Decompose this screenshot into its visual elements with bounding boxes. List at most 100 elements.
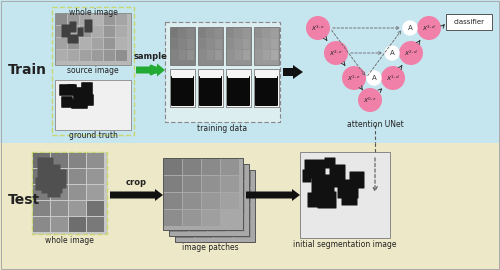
FancyBboxPatch shape [342, 193, 357, 205]
Bar [183, 176, 201, 192]
Bar [202, 210, 220, 226]
Bar [169, 164, 249, 236]
Text: image patches: image patches [182, 243, 238, 252]
Bar [187, 28, 194, 38]
Circle shape [306, 16, 330, 40]
Circle shape [324, 41, 348, 65]
Bar [179, 28, 186, 38]
Text: $X^{1,d}$: $X^{1,d}$ [386, 73, 400, 83]
Bar [214, 188, 232, 204]
Bar [164, 159, 182, 175]
Bar [183, 159, 201, 175]
Bar [199, 28, 206, 38]
Bar [165, 22, 280, 122]
Bar [56, 38, 67, 49]
Text: $X^{2,d}$: $X^{2,d}$ [404, 48, 418, 58]
Text: sample: sample [134, 52, 168, 61]
Bar [69, 217, 86, 232]
Text: Train: Train [8, 63, 47, 77]
Bar [33, 169, 50, 184]
FancyBboxPatch shape [68, 35, 78, 43]
Bar [87, 169, 104, 184]
Bar [254, 69, 279, 107]
Bar [208, 216, 226, 232]
Bar [92, 14, 103, 25]
FancyBboxPatch shape [81, 82, 93, 96]
Bar [51, 201, 68, 216]
Bar [227, 199, 245, 215]
Bar [189, 182, 207, 198]
Bar [300, 152, 390, 238]
FancyBboxPatch shape [84, 19, 92, 32]
FancyBboxPatch shape [199, 76, 222, 106]
Bar [56, 14, 67, 25]
Bar [104, 50, 115, 61]
Bar [227, 216, 245, 232]
FancyBboxPatch shape [227, 76, 250, 106]
Bar [69, 153, 86, 168]
Circle shape [358, 88, 382, 112]
Bar [235, 28, 242, 38]
FancyArrow shape [246, 189, 300, 201]
Bar [163, 158, 243, 230]
FancyBboxPatch shape [228, 71, 249, 78]
FancyBboxPatch shape [50, 164, 60, 191]
FancyBboxPatch shape [350, 171, 364, 188]
FancyBboxPatch shape [446, 14, 492, 30]
Bar [104, 14, 115, 25]
Bar [116, 14, 127, 25]
Bar [171, 50, 178, 60]
Bar [170, 182, 188, 198]
Bar [51, 217, 68, 232]
Bar [69, 185, 86, 200]
Bar [68, 14, 79, 25]
Bar [116, 38, 127, 49]
Bar [51, 185, 68, 200]
Bar [227, 165, 245, 181]
Bar [215, 28, 222, 38]
Bar [164, 193, 182, 209]
Text: crop: crop [126, 178, 147, 187]
Bar [116, 50, 127, 61]
Bar [33, 217, 50, 232]
FancyBboxPatch shape [36, 177, 44, 191]
Bar [195, 188, 213, 204]
Bar [195, 171, 213, 187]
Bar [227, 28, 234, 38]
Bar [207, 39, 214, 49]
FancyBboxPatch shape [42, 174, 62, 194]
FancyBboxPatch shape [62, 25, 70, 38]
Bar [92, 50, 103, 61]
Text: A: A [390, 50, 394, 56]
FancyBboxPatch shape [38, 157, 54, 178]
Bar [195, 205, 213, 221]
Bar [170, 27, 195, 65]
Bar [221, 193, 239, 209]
Bar [255, 39, 262, 49]
Bar [263, 28, 270, 38]
Bar [56, 26, 67, 37]
Text: $X^{1,e}$: $X^{1,e}$ [347, 73, 361, 83]
Bar [243, 50, 250, 60]
Bar [214, 222, 232, 238]
Bar [116, 26, 127, 37]
Bar [233, 171, 251, 187]
FancyBboxPatch shape [171, 76, 194, 106]
FancyBboxPatch shape [256, 71, 277, 78]
Bar [87, 201, 104, 216]
Bar [170, 165, 188, 181]
Bar [164, 210, 182, 226]
FancyBboxPatch shape [312, 174, 334, 195]
Bar [207, 28, 214, 38]
Circle shape [417, 16, 441, 40]
Bar [92, 26, 103, 37]
Bar [202, 193, 220, 209]
Bar [33, 185, 50, 200]
Bar [51, 153, 68, 168]
Bar [33, 201, 50, 216]
Bar [214, 205, 232, 221]
Bar [87, 217, 104, 232]
Bar [271, 50, 278, 60]
Bar [189, 199, 207, 215]
Bar [176, 171, 194, 187]
